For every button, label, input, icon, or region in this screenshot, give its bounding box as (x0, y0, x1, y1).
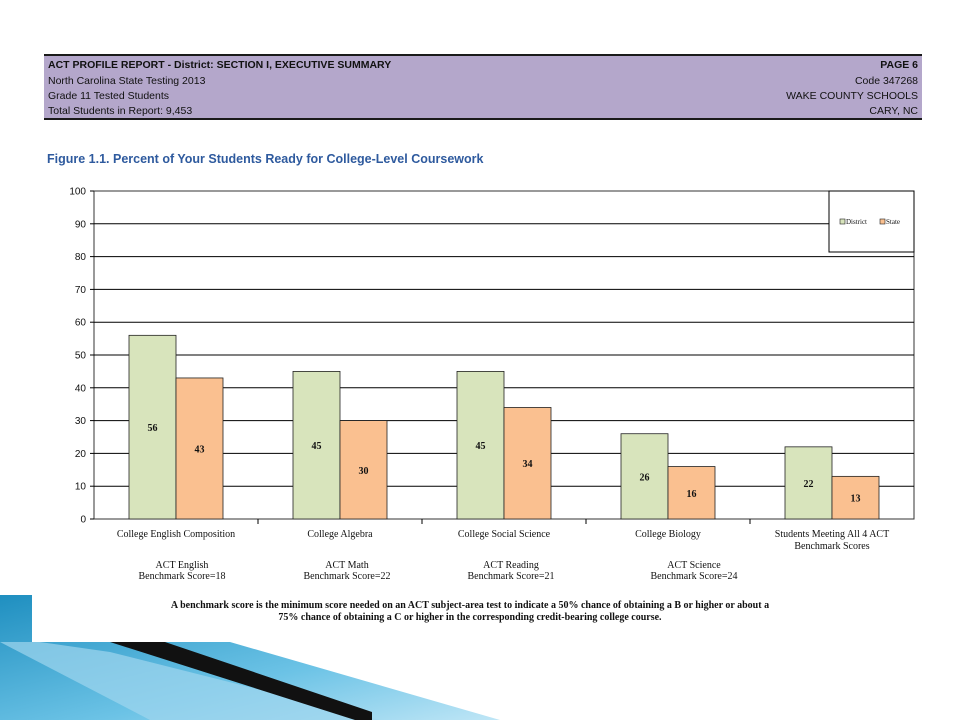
data-label-district-3: 26 (640, 472, 650, 483)
y-tick-label-10: 10 (75, 482, 87, 493)
page-number: PAGE 6 (880, 59, 918, 71)
data-label-district-2: 45 (476, 441, 486, 452)
bar-state-2 (503, 407, 552, 520)
bar-district-1 (292, 370, 341, 520)
bar-state-3 (667, 466, 716, 520)
benchmark-math-subject: ACT Math (325, 560, 369, 571)
y-tick-label-20: 20 (75, 449, 87, 460)
legend-swatch-state (879, 218, 886, 225)
bar-state-4 (831, 475, 880, 520)
district-location: CARY, NC (869, 105, 918, 117)
grade-tested: Grade 11 Tested Students (48, 90, 170, 102)
data-label-state-2: 34 (523, 459, 533, 470)
benchmark-science-score: Benchmark Score=24 (650, 571, 738, 582)
figure-title: Figure 1.1. Percent of Your Students Rea… (47, 152, 484, 166)
header-row-3: Grade 11 Tested Students WAKE COUNTY SCH… (48, 88, 918, 104)
benchmark-science: ACT Science Benchmark Score=24 (619, 560, 769, 582)
total-students: Total Students in Report: 9,453 (48, 105, 193, 117)
benchmark-reading-score: Benchmark Score=21 (467, 571, 555, 582)
benchmark-math: ACT Math Benchmark Score=22 (272, 560, 422, 582)
legend-label-district: District (846, 218, 867, 226)
district-code: Code 347268 (854, 75, 918, 87)
y-tick-label-60: 60 (75, 318, 87, 329)
y-tick-label-100: 100 (69, 187, 86, 198)
data-label-district-0: 56 (148, 423, 158, 434)
data-label-state-4: 13 (851, 494, 861, 505)
legend-label-state: State (886, 218, 900, 226)
header-row-4: Total Students in Report: 9,453 CARY, NC (48, 103, 918, 119)
footnote-line-1: A benchmark score is the minimum score n… (170, 600, 770, 611)
x-tick-label-4-line2: Benchmark Scores (794, 541, 869, 552)
y-tick-label-50: 50 (75, 351, 87, 362)
data-label-state-0: 43 (195, 444, 205, 455)
benchmark-english-subject: ACT English (155, 560, 209, 571)
benchmark-math-score: Benchmark Score=22 (303, 571, 391, 582)
y-tick-label-80: 80 (75, 252, 87, 263)
data-label-state-3: 16 (687, 489, 697, 500)
bar-state-1 (339, 420, 388, 520)
x-tick-label-3: College Biology (635, 529, 701, 540)
bar-district-2 (456, 370, 505, 520)
slide-swoosh (110, 642, 372, 720)
district-name: WAKE COUNTY SCHOOLS (786, 90, 918, 102)
y-tick-label-90: 90 (75, 219, 87, 230)
report-title: ACT PROFILE REPORT - District: SECTION I… (48, 59, 392, 71)
slide-corner-stripe (0, 642, 380, 720)
benchmark-footnote: A benchmark score is the minimum score n… (80, 600, 860, 624)
bar-chart: 0 10 20 30 40 50 60 70 80 90 100 56 43 College Englis… (69, 187, 915, 552)
y-tick-label-30: 30 (75, 416, 87, 427)
benchmark-reading: ACT Reading Benchmark Score=21 (436, 560, 586, 582)
bar-district-4 (784, 446, 833, 520)
benchmark-science-subject: ACT Science (667, 560, 721, 571)
data-label-district-4: 22 (804, 479, 814, 490)
report-header: ACT PROFILE REPORT - District: SECTION I… (44, 54, 922, 120)
data-label-district-1: 45 (312, 441, 322, 452)
legend-swatch-district (839, 218, 846, 225)
x-tick-label-0: College English Composition (117, 529, 235, 540)
y-tick-label-40: 40 (75, 383, 87, 394)
benchmark-english-score: Benchmark Score=18 (138, 571, 226, 582)
data-label-state-1: 30 (359, 466, 369, 477)
x-tick-label-4-line1: Students Meeting All 4 ACT (775, 529, 889, 540)
x-tick-label-2: College Social Science (458, 529, 551, 540)
bar-state-0 (175, 377, 224, 520)
benchmark-english: ACT English Benchmark Score=18 (107, 560, 257, 582)
benchmark-reading-subject: ACT Reading (483, 560, 539, 571)
header-row-1: ACT PROFILE REPORT - District: SECTION I… (48, 57, 918, 73)
testing-program: North Carolina State Testing 2013 (48, 75, 206, 87)
bar-district-3 (620, 433, 669, 520)
footnote-line-2: 75% chance of obtaining a C or higher in… (278, 612, 662, 623)
x-tick-label-1: College Algebra (307, 529, 373, 540)
bar-district-0 (128, 334, 177, 520)
y-tick-label-0: 0 (80, 515, 86, 526)
y-tick-label-70: 70 (75, 285, 87, 296)
header-row-2: North Carolina State Testing 2013 Code 3… (48, 73, 918, 89)
